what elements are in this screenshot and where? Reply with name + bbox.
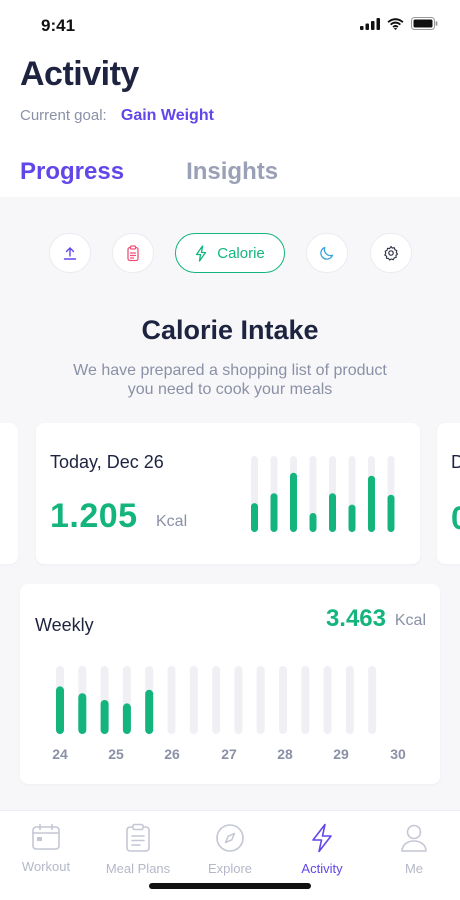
status-icons xyxy=(360,17,438,30)
calorie-filter-button[interactable]: Calorie xyxy=(175,233,285,273)
page-title: Activity xyxy=(20,55,139,93)
bar-track xyxy=(167,666,176,734)
moon-icon xyxy=(320,246,334,260)
filter-chips: Calorie xyxy=(0,233,460,273)
bar-track xyxy=(279,666,287,734)
bar xyxy=(122,703,131,734)
person-icon xyxy=(401,824,427,852)
weekly-card[interactable]: Weekly 3.463 Kcal 24 25 26 27 28 29 30 xyxy=(20,584,440,784)
previous-day-card[interactable] xyxy=(0,423,18,564)
tab-progress[interactable]: Progress xyxy=(20,158,125,200)
today-calorie-unit: Kcal xyxy=(156,513,188,530)
bar xyxy=(309,513,317,532)
bar xyxy=(329,493,336,532)
weekly-calorie-value: 3.463 xyxy=(325,605,386,632)
bar-track xyxy=(234,666,243,734)
weekly-calorie-unit: Kcal xyxy=(394,612,426,629)
tab-insights[interactable]: Insights xyxy=(186,158,278,186)
clipboard-icon xyxy=(126,823,150,852)
day-label: 24 xyxy=(52,746,68,762)
bar xyxy=(368,475,375,532)
bar-track xyxy=(189,666,198,734)
bar xyxy=(387,494,395,532)
compass-icon xyxy=(216,824,244,852)
goal-value-link[interactable]: Gain Weight xyxy=(120,107,214,124)
day-label: 30 xyxy=(390,746,406,762)
lightning-icon xyxy=(196,244,207,262)
bar xyxy=(100,700,109,734)
today-card[interactable]: Today, Dec 26 1.205 Kcal xyxy=(36,423,420,564)
upload-filter-button[interactable] xyxy=(49,233,91,273)
status-bar: 9:41 xyxy=(0,0,460,50)
bar-track xyxy=(345,666,354,734)
clipboard-icon xyxy=(127,244,139,261)
goal-row: Current goal: Gain Weight xyxy=(20,107,214,125)
today-calorie-value: 1.205 xyxy=(50,497,138,535)
bar-track xyxy=(309,456,317,532)
nav-explore-label: Explore xyxy=(207,861,253,876)
bar-track xyxy=(212,666,221,734)
bar xyxy=(270,493,278,532)
tabs: Progress Insights xyxy=(20,158,278,200)
status-time: 9:41 xyxy=(41,16,76,35)
upload-icon xyxy=(63,247,77,260)
nav-activity-label: Activity xyxy=(301,861,343,876)
bar xyxy=(145,689,154,734)
nav-workout[interactable]: Workout xyxy=(6,823,86,874)
section-title: Calorie Intake xyxy=(141,315,319,345)
nav-meal-plans-label: Meal Plans xyxy=(105,861,171,876)
day-label: 26 xyxy=(164,746,180,762)
gear-icon xyxy=(384,245,399,261)
today-date: Today, Dec 26 xyxy=(50,452,164,472)
today-bar-chart xyxy=(251,456,395,532)
content-area: Calorie Calorie Intake We have prepared … xyxy=(0,197,460,810)
goal-label: Current goal: xyxy=(20,107,107,124)
sleep-filter-button[interactable] xyxy=(306,233,348,273)
settings-filter-button[interactable] xyxy=(370,233,412,273)
header: Activity Current goal: Gain Weight Progr… xyxy=(0,50,460,200)
bar-track xyxy=(323,666,332,734)
next-day-value-partial: 0 xyxy=(451,500,460,536)
tab-insights-label: Insights xyxy=(186,158,279,185)
tab-progress-label: Progress xyxy=(20,158,125,185)
nav-workout-label: Workout xyxy=(21,859,71,874)
calorie-filter-label: Calorie xyxy=(217,244,265,262)
battery-icon xyxy=(411,17,438,30)
bar xyxy=(56,686,64,734)
bar-track xyxy=(301,666,310,734)
clipboard-filter-button[interactable] xyxy=(112,233,154,273)
home-indicator xyxy=(149,883,311,889)
nav-meal-plans[interactable]: Meal Plans xyxy=(98,823,178,876)
next-day-card[interactable]: D 0 xyxy=(437,423,460,564)
calendar-icon xyxy=(32,823,60,850)
bar xyxy=(251,503,258,532)
lightning-icon xyxy=(312,823,332,853)
bar xyxy=(290,472,297,532)
wifi-icon xyxy=(387,17,404,30)
nav-me[interactable]: Me xyxy=(374,823,454,876)
bar-track xyxy=(256,666,265,734)
nav-activity[interactable]: Activity xyxy=(282,823,362,876)
bar-track xyxy=(368,666,377,734)
nav-me-label: Me xyxy=(404,861,424,876)
day-label: 25 xyxy=(108,746,124,762)
day-label: 28 xyxy=(277,746,293,762)
section-subtitle: We have prepared a shopping list of prod… xyxy=(73,362,387,398)
nav-explore[interactable]: Explore xyxy=(190,823,270,876)
weekly-title: Weekly xyxy=(35,615,94,635)
day-label: 29 xyxy=(333,746,349,762)
signal-icon xyxy=(360,17,380,30)
next-day-date-partial: D xyxy=(451,452,460,472)
day-label: 27 xyxy=(221,746,237,762)
weekly-bar-chart xyxy=(56,666,377,734)
bar xyxy=(348,504,356,532)
weekly-day-labels: 24 25 26 27 28 29 30 xyxy=(20,746,440,766)
bar xyxy=(78,693,87,734)
